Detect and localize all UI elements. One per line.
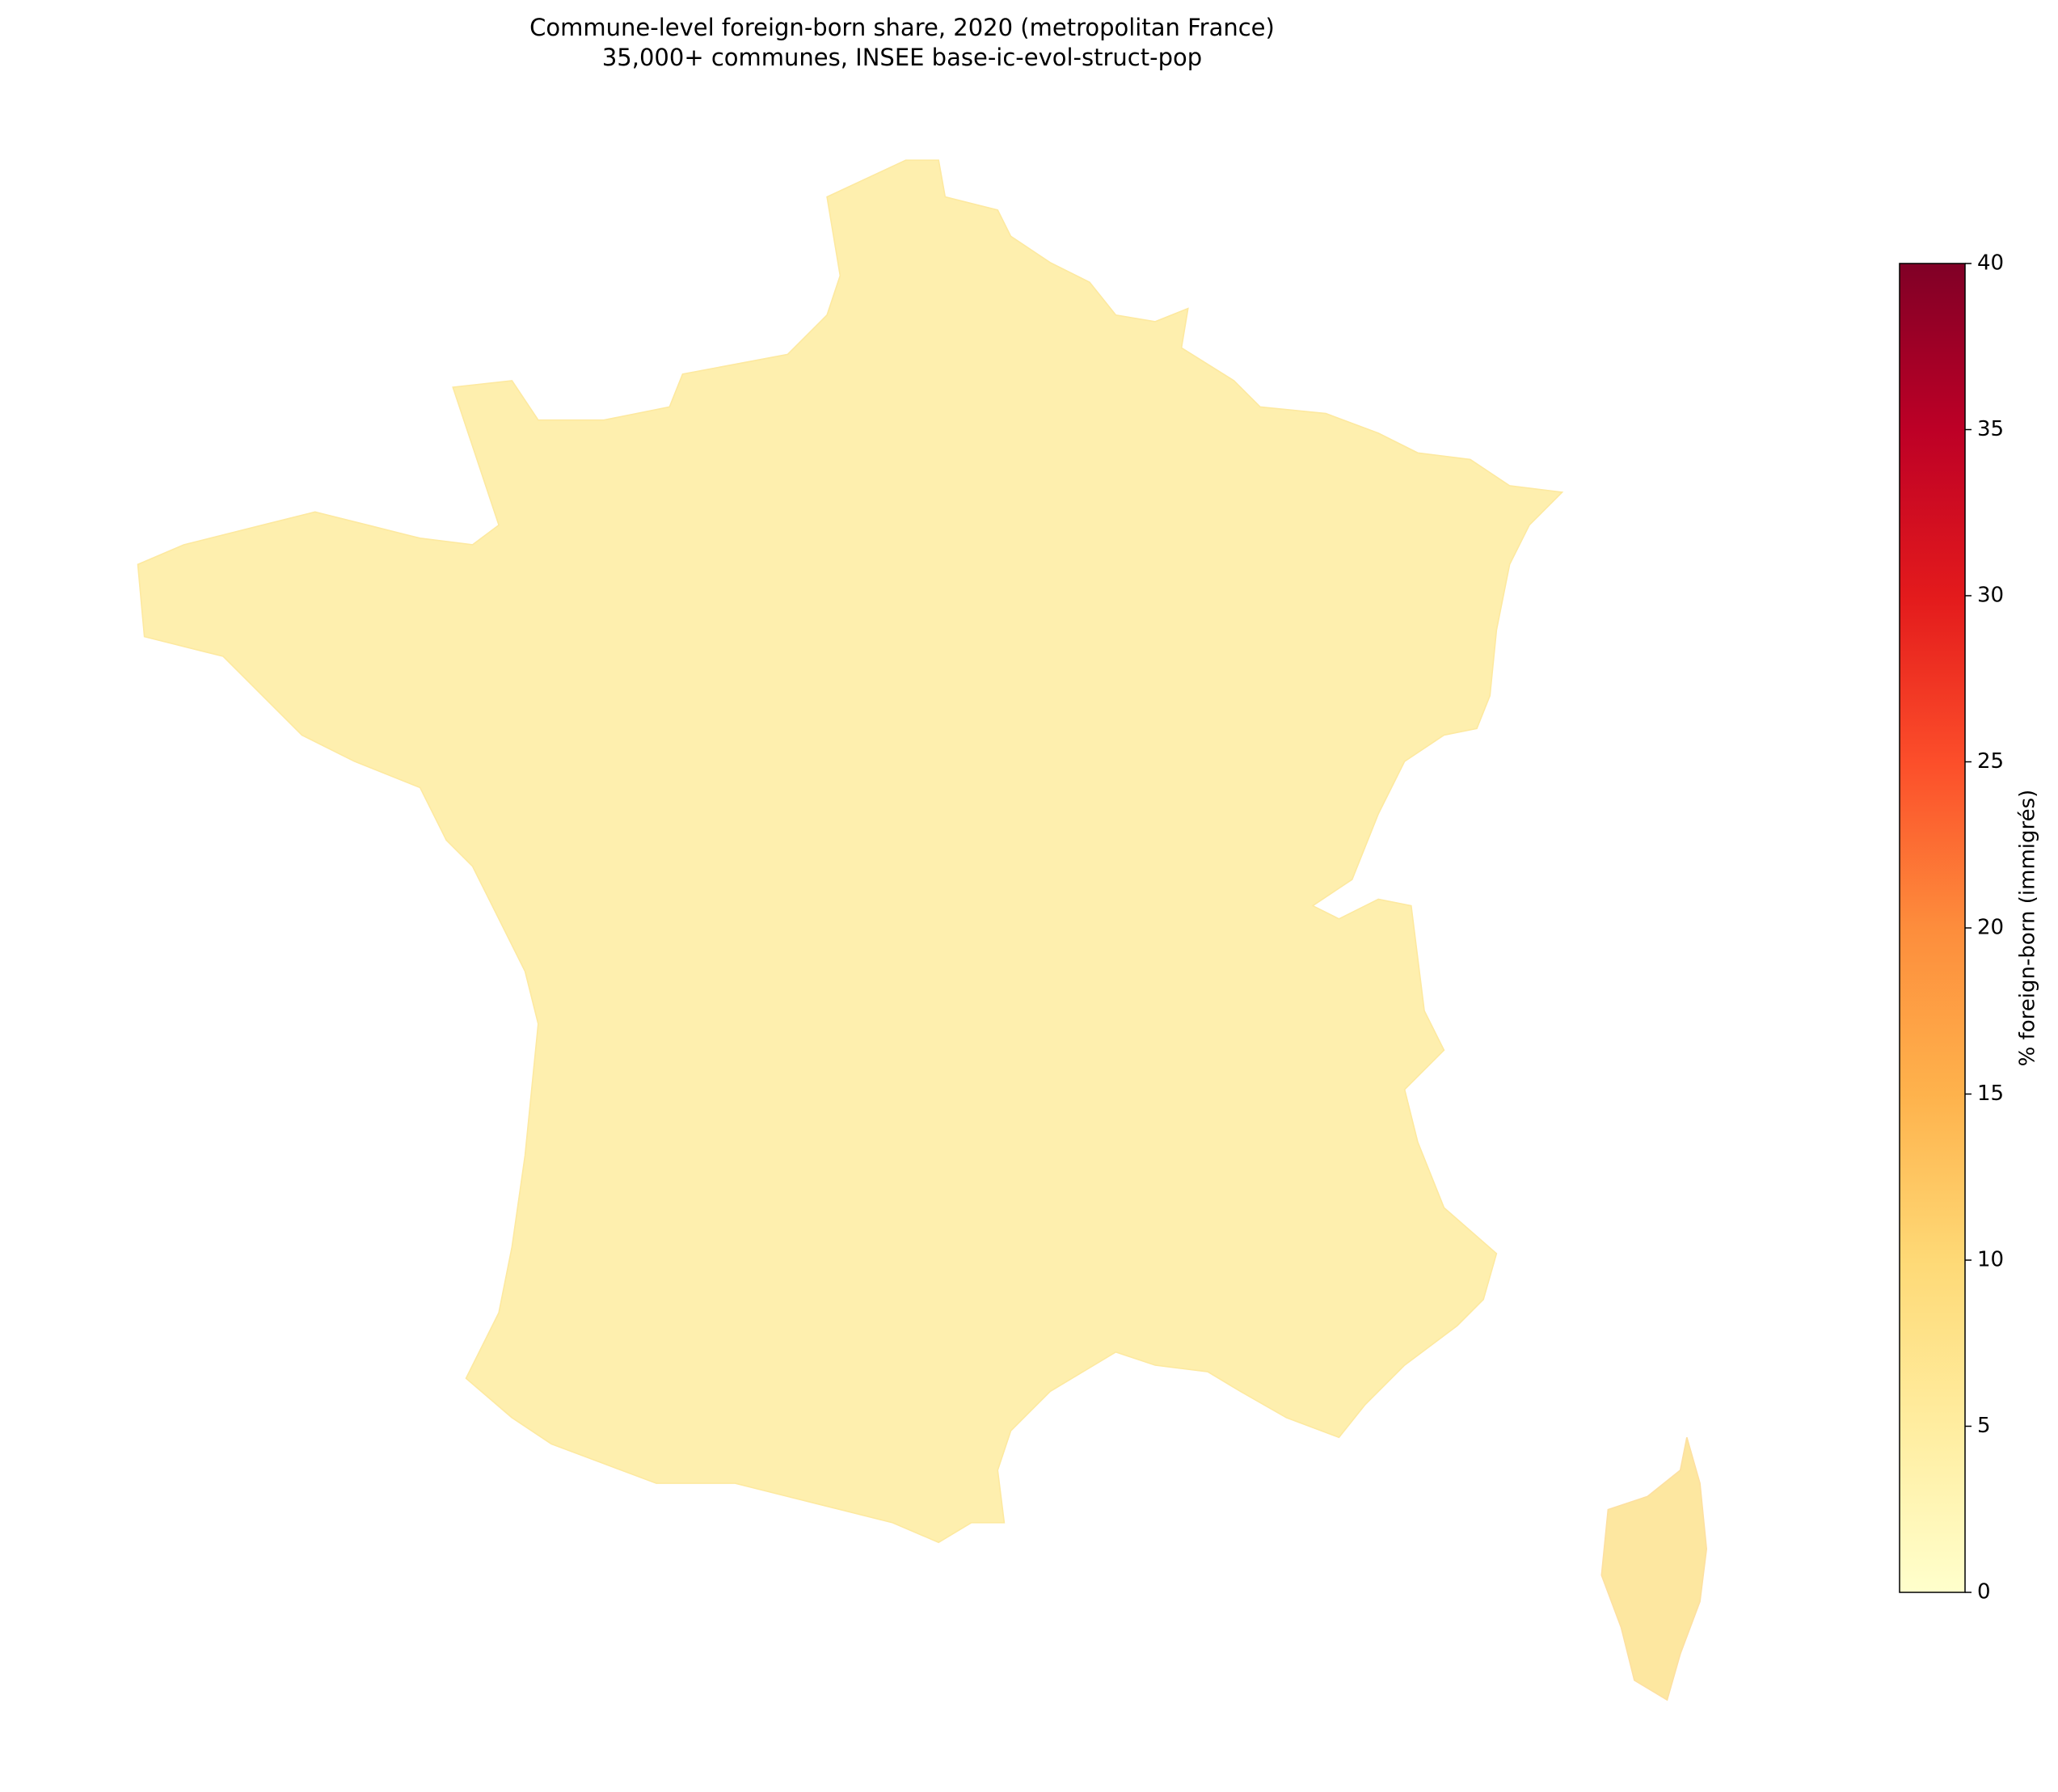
colorbar-tick-label: 40: [1977, 251, 2004, 276]
colorbar-label: % foreign-born (immigrés): [2016, 790, 2040, 1067]
colorbar-tick-label: 15: [1977, 1082, 2004, 1106]
corsica: [1600, 1437, 1708, 1701]
colorbar-tick-label: 20: [1977, 916, 2004, 940]
mainland-france: [137, 159, 1564, 1544]
map: [137, 159, 1708, 1701]
colorbar-tick-label: 30: [1977, 584, 2004, 608]
colorbar-tick-label: 25: [1977, 749, 2004, 774]
chart-subtitle: 35,000+ communes, INSEE base-ic-evol-str…: [602, 44, 1202, 71]
colorbar-tick-label: 5: [1977, 1414, 1991, 1438]
colorbar: [1899, 263, 1966, 1593]
chart-title: Commune-level foreign-born share, 2020 (…: [529, 14, 1275, 41]
colorbar-tick-label: 0: [1977, 1580, 1991, 1604]
colorbar-tick-label: 35: [1977, 417, 2004, 441]
colorbar-tick-label: 10: [1977, 1248, 2004, 1272]
